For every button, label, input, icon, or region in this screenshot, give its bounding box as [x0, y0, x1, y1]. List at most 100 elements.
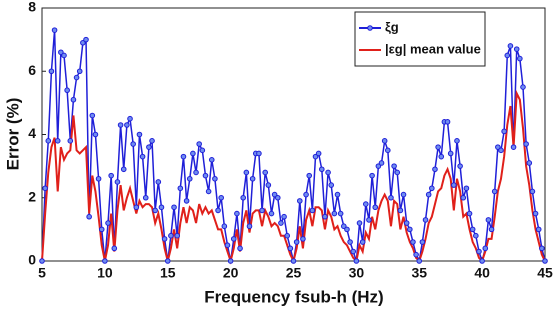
marker: [504, 52, 511, 59]
marker: [177, 185, 184, 192]
marker: [114, 179, 121, 185]
marker: [64, 87, 70, 94]
y-tick-label: 8: [28, 0, 36, 15]
marker: [193, 169, 199, 176]
marker: [498, 147, 504, 154]
marker: [42, 185, 48, 192]
marker: [117, 122, 124, 128]
x-tick-label: 20: [223, 265, 239, 281]
marker: [171, 204, 177, 211]
marker: [469, 226, 476, 233]
marker: [457, 163, 463, 169]
marker: [350, 248, 357, 255]
marker: [479, 258, 485, 264]
x-tick-label: 25: [286, 265, 302, 281]
marker: [224, 242, 231, 248]
marker: [54, 138, 61, 144]
marker: [246, 223, 253, 230]
marker: [369, 172, 375, 179]
marker: [202, 172, 209, 179]
marker: [391, 163, 397, 169]
marker: [212, 175, 218, 182]
x-tick-label: 10: [97, 265, 113, 281]
x-tick-label: 40: [474, 265, 490, 281]
marker: [381, 138, 388, 144]
legend-box: [354, 11, 486, 67]
marker: [460, 194, 467, 201]
marker: [451, 182, 457, 188]
marker: [397, 207, 404, 214]
marker: [230, 236, 237, 242]
marker: [337, 210, 344, 217]
x-tick-label: 15: [160, 265, 176, 281]
marker: [344, 226, 350, 233]
marker: [466, 210, 473, 217]
marker: [111, 245, 118, 252]
marker: [196, 141, 202, 147]
marker: [353, 258, 360, 264]
marker: [218, 194, 224, 201]
marker: [240, 194, 246, 201]
legend-marker: [367, 25, 373, 31]
marker: [83, 36, 89, 43]
marker: [227, 258, 234, 264]
marker: [215, 207, 221, 214]
marker: [318, 166, 325, 173]
marker: [67, 138, 74, 144]
marker: [334, 191, 341, 198]
marker: [378, 160, 385, 166]
marker: [284, 232, 291, 239]
marker: [300, 236, 306, 242]
marker: [529, 188, 536, 195]
marker: [256, 150, 262, 157]
marker: [199, 147, 206, 154]
marker: [532, 210, 539, 217]
marker: [315, 150, 322, 157]
marker: [86, 213, 92, 220]
marker: [127, 115, 133, 122]
marker: [70, 96, 77, 103]
marker: [363, 201, 369, 207]
marker: [517, 55, 523, 62]
marker: [130, 141, 136, 147]
marker: [328, 182, 335, 188]
marker: [507, 43, 514, 49]
legend-label: ξg: [385, 19, 399, 34]
marker: [136, 131, 143, 138]
marker: [149, 138, 155, 144]
y-tick-label: 2: [28, 188, 36, 204]
marker: [168, 232, 174, 239]
marker: [400, 191, 407, 198]
marker: [495, 144, 501, 150]
marker: [523, 141, 529, 147]
marker: [45, 138, 52, 144]
marker: [92, 131, 99, 138]
legend-label: |εg| mean value: [385, 41, 481, 56]
marker: [306, 172, 313, 179]
marker: [341, 223, 347, 230]
marker: [287, 245, 294, 252]
marker: [262, 169, 269, 176]
marker: [309, 207, 316, 214]
marker: [120, 166, 127, 173]
marker: [164, 258, 171, 264]
marker: [205, 188, 212, 195]
marker: [39, 258, 45, 264]
marker: [347, 239, 353, 245]
marker: [237, 245, 243, 252]
marker: [520, 84, 526, 90]
marker: [388, 194, 394, 201]
marker: [432, 166, 438, 173]
x-axis-label: Frequency fsub-h (Hz): [204, 287, 383, 306]
marker: [76, 68, 83, 75]
marker: [61, 52, 67, 59]
marker: [190, 150, 196, 157]
marker: [482, 245, 489, 252]
y-axis-label: Error (%): [3, 98, 22, 171]
marker: [80, 39, 86, 46]
marker: [102, 258, 108, 264]
marker: [356, 220, 363, 226]
marker: [410, 239, 416, 245]
marker: [98, 226, 105, 233]
